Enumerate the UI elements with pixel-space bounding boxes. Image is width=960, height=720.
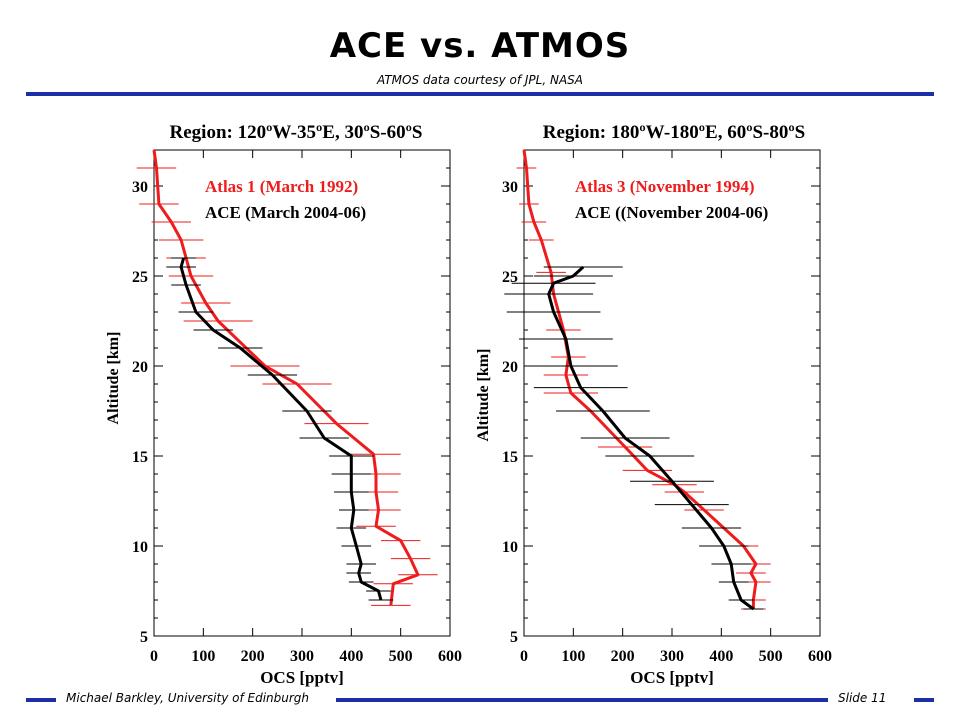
- x-tick-label: 300: [290, 648, 314, 665]
- series-line: [179, 257, 383, 601]
- title-divider: [26, 92, 934, 96]
- series-line: [152, 149, 420, 606]
- x-tick-label: 0: [520, 648, 528, 665]
- y-tick-label: 5: [140, 629, 148, 646]
- series-ace: [166, 257, 394, 601]
- chart-right: Region: 180ºW-180ºE, 60ºS-80ºS Altitude …: [475, 122, 832, 687]
- x-tick-label: 300: [660, 648, 684, 665]
- footer-author: Michael Barkley, University of Edinburgh: [66, 691, 310, 705]
- x-tick-label: 600: [438, 648, 462, 665]
- x-tick-label: 100: [191, 648, 215, 665]
- legend-entry-atlas: Atlas 1 (March 1992): [205, 177, 358, 196]
- x-tick-label: 400: [339, 648, 363, 665]
- series-atlas: [136, 149, 438, 606]
- y-tick-label: 15: [132, 449, 148, 466]
- footer-line-right: [914, 698, 934, 702]
- chart-title: Region: 180ºW-180ºE, 60ºS-80ºS: [543, 122, 805, 143]
- y-axis-label: Altitude [km]: [105, 332, 122, 425]
- slide-subtitle: ATMOS data courtesy of JPL, NASA: [377, 73, 583, 87]
- y-tick-label: 30: [132, 179, 148, 196]
- y-tick-label: 10: [502, 539, 518, 556]
- chart-left: Region: 120ºW-35ºE, 30ºS-60ºS Altitude […: [105, 122, 462, 687]
- y-tick-label: 20: [502, 359, 518, 376]
- x-tick-label: 500: [759, 648, 783, 665]
- y-tick-label: 30: [502, 179, 518, 196]
- y-tick-label: 15: [502, 449, 518, 466]
- series-ace: [504, 265, 764, 611]
- y-tick-label: 25: [132, 269, 148, 286]
- legend-entry-ace: ACE ((November 2004-06): [575, 203, 768, 222]
- series-line: [547, 265, 755, 611]
- legend-entry-atlas: Atlas 3 (November 1994): [575, 177, 755, 196]
- x-tick-label: 500: [389, 648, 413, 665]
- x-tick-label: 200: [241, 648, 265, 665]
- y-tick-label: 5: [510, 629, 518, 646]
- slide-title: ACE vs. ATMOS: [329, 26, 631, 66]
- x-tick-label: 200: [611, 648, 635, 665]
- y-tick-label: 25: [502, 269, 518, 286]
- footer-slide-number: Slide 11: [838, 691, 887, 705]
- x-axis-label: OCS [pptv]: [260, 668, 344, 687]
- x-tick-label: 400: [709, 648, 733, 665]
- x-tick-label: 100: [561, 648, 585, 665]
- x-tick-label: 0: [150, 648, 158, 665]
- footer-line-middle: [336, 698, 828, 702]
- legend-entry-ace: ACE (March 2004-06): [205, 203, 366, 222]
- series-line: [522, 149, 758, 609]
- x-axis-label: OCS [pptv]: [630, 668, 714, 687]
- y-tick-label: 20: [132, 359, 148, 376]
- y-axis-label: Altitude [km]: [475, 349, 492, 442]
- footer-line-left: [26, 698, 56, 702]
- y-tick-label: 10: [132, 539, 148, 556]
- chart-title: Region: 120ºW-35ºE, 30ºS-60ºS: [170, 122, 423, 143]
- plot-frame: [153, 149, 451, 637]
- x-tick-label: 600: [808, 648, 832, 665]
